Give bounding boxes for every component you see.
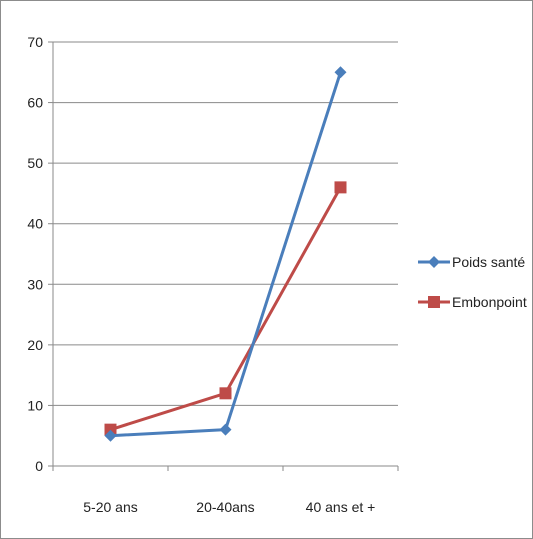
x-axis-tick-labels: 5-20 ans 20-40ans 40 ans et + xyxy=(83,499,375,515)
y-tick-label: 30 xyxy=(27,276,43,292)
y-tick-label: 50 xyxy=(27,155,43,171)
y-tick-label: 60 xyxy=(27,95,43,111)
data-point-marker xyxy=(334,181,347,194)
data-point-marker xyxy=(334,66,347,79)
legend-marker xyxy=(428,296,440,308)
y-tick-label: 10 xyxy=(27,397,43,413)
legend: Poids santé Embonpoint xyxy=(418,254,527,310)
y-tick-label: 20 xyxy=(27,337,43,353)
series-0 xyxy=(104,66,347,442)
y-tick-label: 40 xyxy=(27,216,43,232)
data-point-marker xyxy=(219,423,232,436)
series-1 xyxy=(104,181,347,436)
series-line xyxy=(110,71,342,438)
x-tick-label: 40 ans et + xyxy=(306,499,376,515)
legend-entry: Poids santé xyxy=(418,254,525,270)
axes xyxy=(48,41,399,471)
data-point-marker xyxy=(219,387,232,400)
legend-entry: Embonpoint xyxy=(418,294,527,310)
legend-label: Embonpoint xyxy=(452,294,527,310)
series xyxy=(104,66,347,442)
y-tick-label: 70 xyxy=(27,34,43,50)
data-point-marker xyxy=(104,423,117,436)
legend-label: Poids santé xyxy=(452,254,525,270)
legend-marker xyxy=(428,256,440,268)
gridlines xyxy=(53,41,398,406)
y-tick-label: 0 xyxy=(35,458,43,474)
data-point-marker xyxy=(104,429,117,442)
x-tick-label: 5-20 ans xyxy=(83,499,137,515)
x-tick-label: 20-40ans xyxy=(196,499,254,515)
y-axis-tick-labels: 0 10 20 30 40 50 60 70 xyxy=(27,34,43,474)
